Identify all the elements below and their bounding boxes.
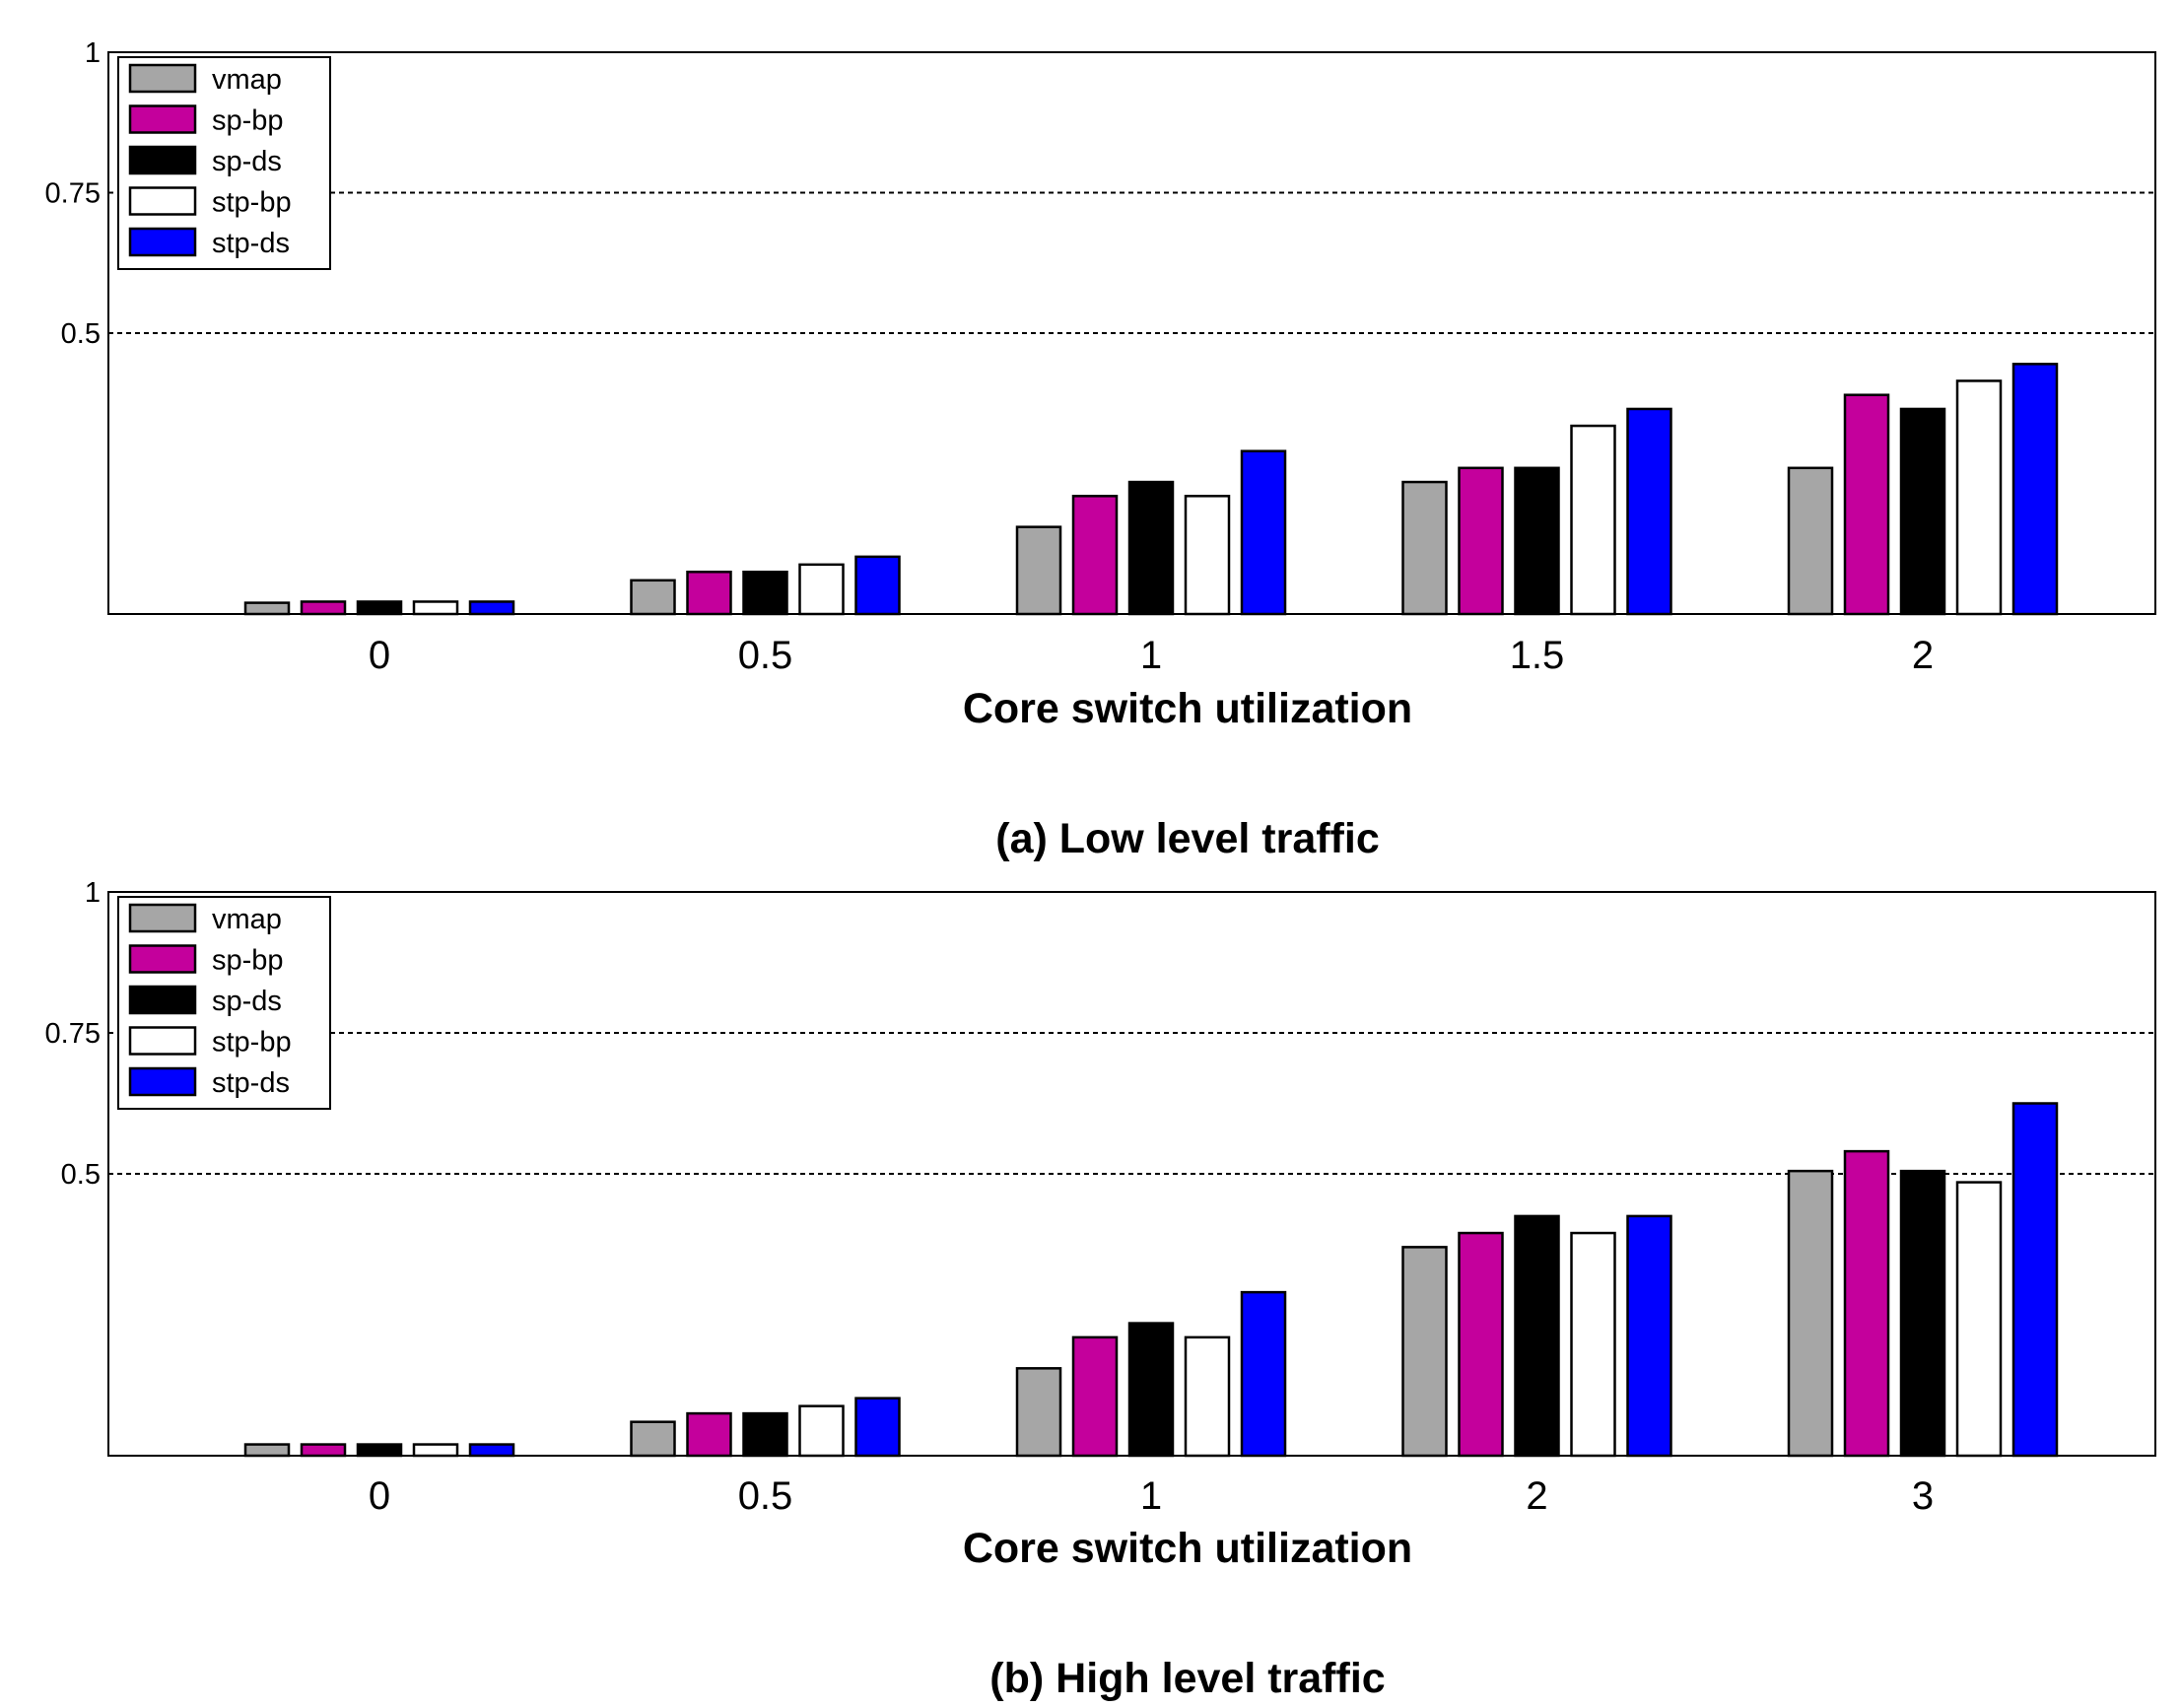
x-tick-label: 2 [1912, 634, 1934, 677]
legend-swatch-stp-bp [128, 186, 197, 216]
bar-sp-ds [1127, 480, 1175, 616]
legend-label-vmap: vmap [212, 904, 282, 935]
x-tick-label: 1 [1140, 1474, 1162, 1518]
bar-vmap [1015, 1367, 1062, 1458]
x-tick-label: 3 [1912, 1474, 1934, 1518]
bar-stp-bp [1570, 1231, 1616, 1458]
bar-sp-ds [1899, 407, 1946, 616]
chart-caption: (a) Low level traffic [995, 815, 1379, 862]
bar-sp-bp [1458, 466, 1504, 616]
x-tick-label: 1 [1140, 634, 1162, 677]
x-tick-label: 1.5 [1510, 634, 1565, 677]
bar-sp-ds [742, 1411, 788, 1458]
legend-label-stp-bp: stp-bp [212, 187, 292, 219]
legend-label-stp-ds: stp-ds [212, 228, 290, 259]
bar-vmap [1015, 525, 1062, 616]
bar-vmap [243, 1443, 291, 1458]
bar-sp-bp [1071, 1335, 1119, 1458]
legend-swatch-vmap [128, 63, 197, 94]
legend: vmap sp-bp sp-ds stp-bp stp-ds [117, 56, 331, 270]
bar-stp-ds [2011, 1102, 2059, 1458]
bar-stp-ds [2011, 363, 2059, 616]
bar-sp-ds [1127, 1322, 1175, 1458]
x-tick-label: 0.5 [738, 1474, 793, 1518]
y-tick-label: 1 [85, 37, 101, 69]
bar-stp-bp [1955, 1181, 2003, 1458]
bar-stp-ds [1240, 1290, 1287, 1458]
bar-sp-bp [1843, 1149, 1890, 1458]
legend-swatch-sp-ds [128, 145, 197, 175]
legend-label-stp-ds: stp-ds [212, 1067, 290, 1099]
x-tick-label: 0 [369, 1474, 390, 1518]
legend-swatch-sp-bp [128, 104, 197, 134]
legend-label-vmap: vmap [212, 64, 282, 96]
bar-stp-bp [412, 600, 459, 616]
y-tick-label: 0.75 [45, 1018, 101, 1050]
bar-sp-bp [686, 571, 732, 616]
bar-sp-bp [1843, 393, 1890, 616]
bar-sp-ds [1514, 466, 1560, 616]
y-tick-label: 0.5 [61, 1159, 101, 1191]
bar-sp-bp [1071, 495, 1119, 616]
x-axis-label: Core switch utilization [963, 685, 1412, 732]
legend-swatch-sp-ds [128, 985, 197, 1015]
bar-stp-bp [1184, 1335, 1231, 1458]
bar-sp-ds [742, 571, 788, 616]
legend-label-sp-ds: sp-ds [212, 986, 282, 1017]
bar-sp-ds [1899, 1169, 1946, 1458]
bar-vmap [1787, 1169, 1834, 1458]
legend-label-sp-bp: sp-bp [212, 105, 284, 137]
bar-stp-ds [854, 555, 901, 616]
x-tick-label: 2 [1526, 1474, 1547, 1518]
legend-swatch-stp-bp [128, 1026, 197, 1056]
bar-sp-bp [300, 1443, 347, 1458]
bar-vmap [630, 579, 676, 616]
bar-sp-bp [1458, 1231, 1504, 1458]
bar-stp-ds [1626, 1214, 1672, 1458]
bar-stp-ds [468, 600, 515, 616]
chart-high-level-traffic: 1 0.75 0.5 0 0.5 1 2 3 Core switch utilization (b… [45, 877, 2156, 1702]
legend-swatch-stp-ds [128, 1066, 197, 1097]
bar-stp-ds [468, 1443, 515, 1458]
bar-sp-ds [1514, 1214, 1560, 1458]
bar-stp-ds [1626, 407, 1672, 616]
bar-stp-bp [1955, 379, 2003, 616]
y-tick-label: 0.5 [61, 318, 101, 350]
bar-stp-bp [1570, 424, 1616, 616]
chart-low-level-traffic: 1 0.75 0.5 0 0.5 1 1.5 2 Core switch utilization… [45, 37, 2156, 862]
bar-vmap [630, 1420, 676, 1458]
bar-stp-bp [412, 1443, 459, 1458]
legend-label-stp-bp: stp-bp [212, 1027, 292, 1059]
legend-label-sp-ds: sp-ds [212, 146, 282, 177]
bar-vmap [1401, 1246, 1448, 1458]
bar-sp-ds [356, 1443, 403, 1458]
bar-sp-bp [686, 1411, 732, 1458]
bar-vmap [243, 601, 291, 616]
chart-caption: (b) High level traffic [989, 1655, 1385, 1702]
bar-stp-bp [798, 563, 845, 616]
legend-swatch-stp-ds [128, 227, 197, 257]
bar-sp-bp [300, 600, 347, 616]
bar-vmap [1401, 480, 1448, 616]
bar-stp-ds [1240, 449, 1287, 616]
x-axis-label: Core switch utilization [963, 1525, 1412, 1572]
x-tick-label: 0 [369, 634, 390, 677]
y-tick-label: 1 [85, 877, 101, 909]
legend-swatch-sp-bp [128, 944, 197, 974]
legend: vmap sp-bp sp-ds stp-bp stp-ds [117, 896, 331, 1110]
bar-sp-ds [356, 600, 403, 616]
bar-stp-bp [798, 1404, 845, 1458]
legend-label-sp-bp: sp-bp [212, 945, 284, 977]
bar-stp-ds [854, 1397, 901, 1458]
y-tick-label: 0.75 [45, 178, 101, 210]
x-tick-label: 0.5 [738, 634, 793, 677]
bar-stp-bp [1184, 495, 1231, 616]
legend-swatch-vmap [128, 903, 197, 933]
bar-vmap [1787, 466, 1834, 616]
